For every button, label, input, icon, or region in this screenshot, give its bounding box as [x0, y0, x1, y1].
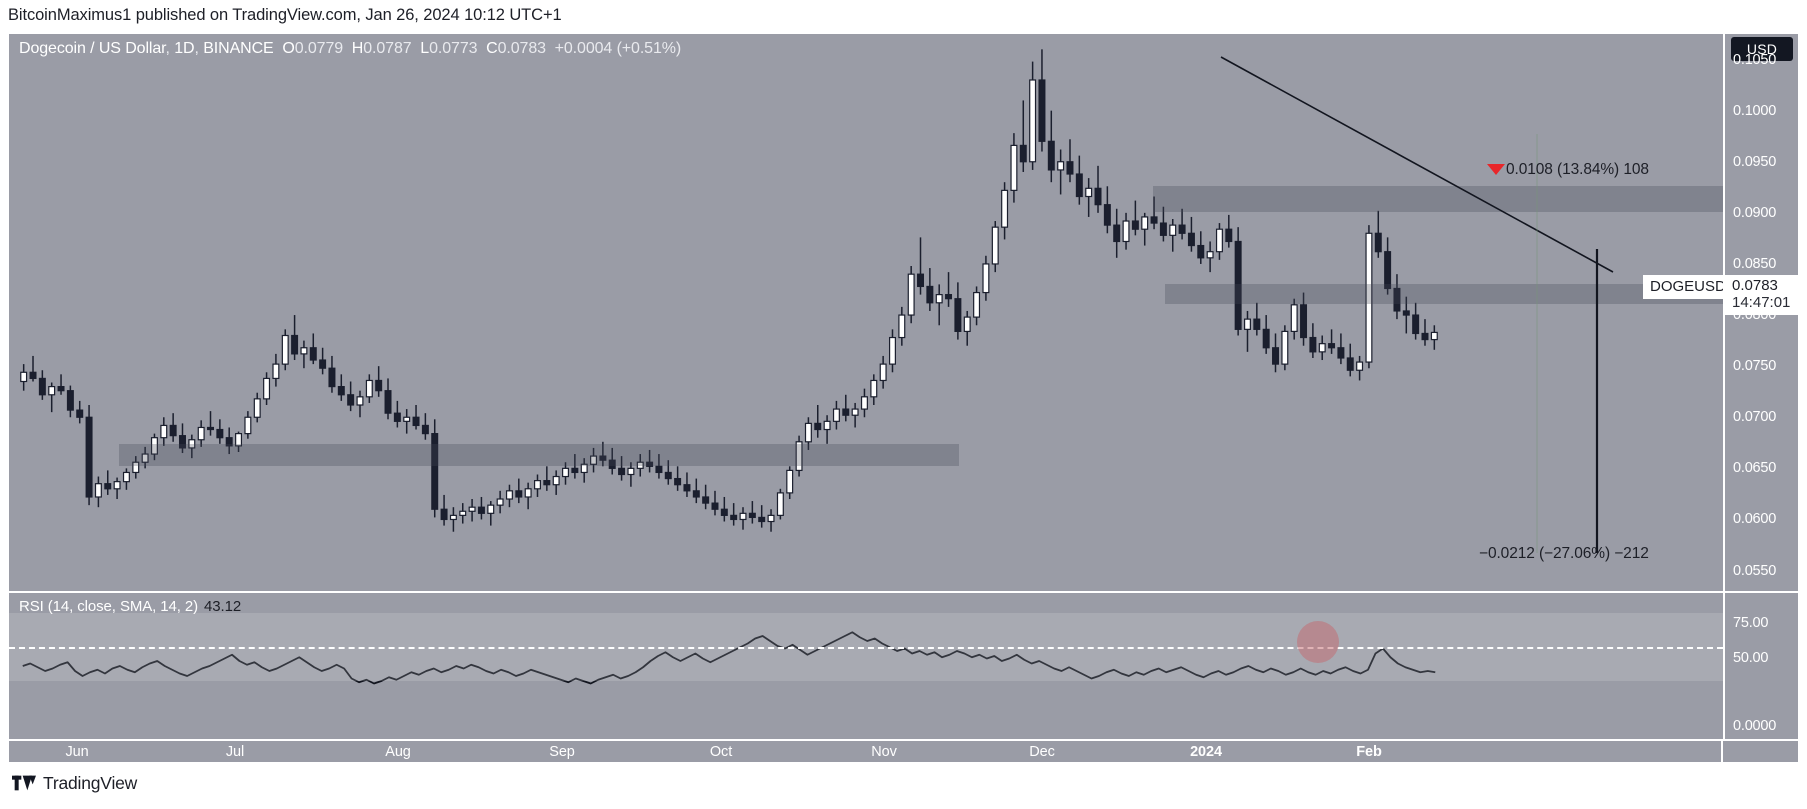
time-axis-label: Feb	[1356, 744, 1382, 760]
price-tick: 0.0750	[1733, 358, 1777, 375]
current-price-tag: 0.0783 14:47:01	[1724, 275, 1800, 315]
legend-open-value: 0.0779	[294, 40, 344, 57]
rsi-legend-label: RSI (14, close, SMA, 14, 2)	[19, 598, 199, 615]
footer-branding[interactable]: TradingView	[12, 770, 137, 796]
price-pane[interactable]: 0.0108 (13.84%) 108 −0.0212 (−27.06%) −2…	[9, 34, 1723, 591]
price-scale[interactable]: USD 0.1050 0.1000 0.0950 0.0900 0.0850 0.0800…	[1723, 34, 1800, 739]
chart-legend[interactable]: Dogecoin / US Dollar, 1D, BINANCE O0.077…	[19, 40, 681, 58]
rsi-legend-value: 43.12	[204, 598, 242, 615]
legend-close-value: 0.0783	[497, 40, 546, 57]
chart-frame: 0.0108 (13.84%) 108 −0.0212 (−27.06%) −2…	[8, 33, 1800, 764]
tradingview-logo-icon	[12, 775, 36, 791]
measure-line-overlay[interactable]	[9, 34, 1723, 591]
candlestick-series	[20, 49, 1438, 532]
legend-low-label: L	[420, 40, 430, 57]
annotation-lower-text: −0.0212 (−27.06%) −212	[1479, 545, 1649, 562]
legend-sep2: ,	[194, 40, 204, 57]
time-axis-label: Oct	[709, 744, 733, 760]
quote-tooltip: DOGEUSD	[1643, 275, 1723, 300]
price-tick: 0.0650	[1733, 460, 1777, 477]
supply-zone-upper	[1153, 186, 1723, 212]
time-axis-label: Aug	[385, 744, 411, 760]
current-price-time: 14:47:01	[1732, 293, 1791, 311]
annotation-lower: −0.0212 (−27.06%) −212	[1479, 545, 1649, 563]
price-tick: 0.0850	[1733, 255, 1777, 272]
rsi-line-series	[22, 631, 1436, 685]
time-axis-label: Jun	[65, 744, 89, 760]
price-scale-separator	[1725, 591, 1800, 593]
quote-tooltip-symbol: DOGEUSD	[1650, 278, 1723, 295]
time-axis-label: Dec	[1029, 744, 1055, 760]
time-axis-label: Nov	[871, 744, 897, 760]
time-axis[interactable]: Jun Jul Aug Sep Oct Nov Dec 2024 Feb	[9, 741, 1800, 764]
price-tick: 0.0900	[1733, 204, 1777, 221]
price-tick: 0.0950	[1733, 153, 1777, 170]
rsi-pane[interactable]: RSI (14, close, SMA, 14, 2) 43.12	[9, 593, 1723, 739]
legend-exchange[interactable]: BINANCE	[203, 40, 274, 57]
legend-sep1: ,	[165, 40, 175, 57]
legend-interval[interactable]: 1D	[174, 40, 195, 57]
price-tick: 0.1050	[1733, 51, 1777, 68]
pane-divider	[9, 591, 1723, 593]
legend-high-value: 0.0787	[363, 40, 412, 57]
legend-close-label: C	[486, 40, 498, 57]
publisher-line: BitcoinMaximus1 published on TradingView…	[8, 6, 562, 24]
rsi-highlight-circle	[1297, 621, 1339, 663]
price-tick: 0.0600	[1733, 511, 1777, 528]
rsi-tick: 50.00	[1733, 650, 1769, 666]
time-axis-label: Sep	[549, 744, 575, 760]
time-axis-label: Jul	[225, 744, 245, 760]
time-axis-divider	[9, 739, 1800, 741]
price-tick: 0.1000	[1733, 102, 1777, 119]
current-price-value: 0.0783	[1732, 277, 1778, 294]
legend-high-label: H	[351, 40, 364, 57]
tradingview-wordmark: TradingView	[43, 772, 138, 793]
legend-open-label: O	[282, 40, 295, 57]
rsi-midline	[9, 647, 1723, 649]
rsi-tick: 75.00	[1733, 615, 1769, 631]
demand-zone-lower	[119, 444, 959, 466]
time-axis-separator	[1721, 741, 1723, 764]
legend-low-value: 0.0773	[429, 40, 478, 57]
annotation-upper-text: 0.0108 (13.84%) 108	[1506, 161, 1649, 178]
triangle-down-icon	[1487, 164, 1505, 175]
rsi-legend[interactable]: RSI (14, close, SMA, 14, 2) 43.12	[19, 598, 241, 615]
legend-change: +0.0004 (+0.51%)	[554, 40, 682, 57]
price-tick: 0.0700	[1733, 409, 1777, 426]
price-tick: 0.0550	[1733, 562, 1777, 579]
annotation-upper: 0.0108 (13.84%) 108	[1487, 161, 1649, 179]
time-axis-label: 2024	[1190, 744, 1222, 760]
trendline-overlay[interactable]	[9, 34, 1723, 591]
supply-zone-mid	[1165, 284, 1723, 304]
currency-badge[interactable]: USD	[1731, 37, 1793, 61]
legend-symbol[interactable]: Dogecoin / US Dollar	[19, 40, 166, 57]
rsi-tick: 0.0000	[1733, 718, 1777, 734]
